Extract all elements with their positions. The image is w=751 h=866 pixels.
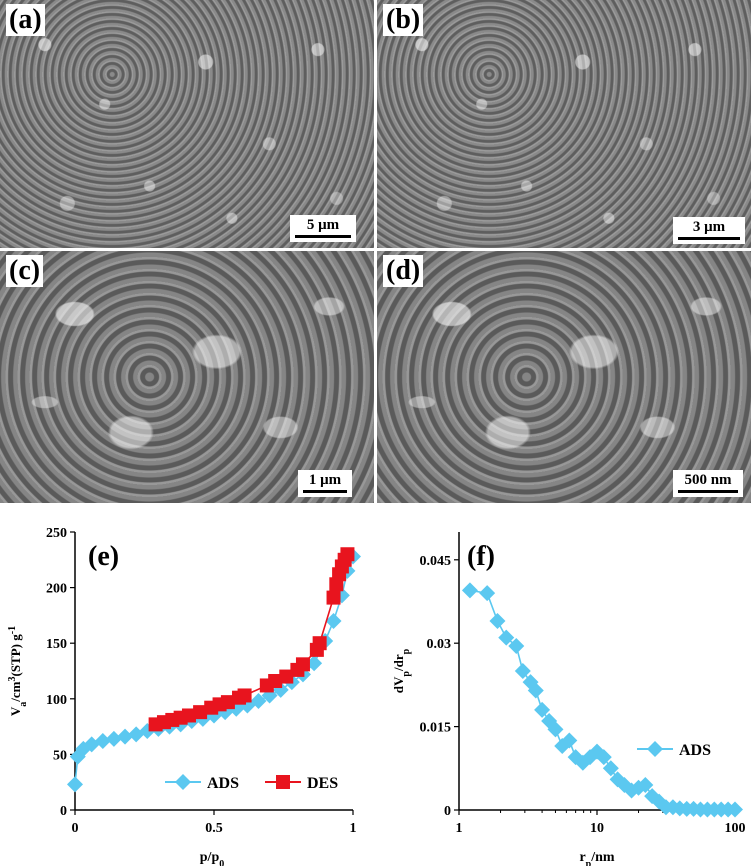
sem-image-c: (c) 1 μm — [0, 251, 374, 503]
data-point-des — [279, 669, 294, 684]
data-point-ads — [479, 585, 496, 602]
y-tick-label: 0 — [60, 804, 67, 819]
data-point-ads — [75, 740, 92, 757]
x-tick-label: 10 — [590, 821, 604, 836]
y-tick-label: 0 — [444, 804, 451, 819]
legend-marker-ads — [647, 741, 663, 757]
scale-bar-a: 5 μm — [290, 215, 356, 242]
data-point-ads — [139, 723, 156, 740]
data-point-ads — [83, 736, 100, 753]
data-point-ads — [250, 693, 267, 710]
data-point-ads — [561, 732, 578, 749]
y-axis-label-f: dVp/drp — [391, 648, 412, 693]
y-tick-label: 250 — [46, 526, 67, 541]
data-point-des — [268, 674, 283, 689]
data-point-des — [326, 590, 341, 605]
sem-image-a: (a) 5 μm — [0, 0, 374, 248]
data-point-ads — [574, 754, 591, 771]
x-axis-label-f: rp/nm — [579, 850, 614, 866]
panel-label-b: (b) — [383, 4, 424, 36]
data-point-ads — [534, 701, 551, 718]
data-point-ads — [637, 776, 654, 793]
scale-bar-d: 500 nm — [673, 470, 743, 497]
sem-image-d: (d) 500 nm — [377, 251, 751, 503]
series-line-ads — [469, 589, 735, 811]
y-tick-label: 0.045 — [420, 554, 452, 569]
y-tick-label: 150 — [46, 637, 67, 652]
scale-bar-b: 3 μm — [673, 217, 745, 244]
data-point-ads — [514, 663, 531, 679]
data-point-ads — [325, 612, 342, 629]
data-point-ads — [547, 721, 564, 738]
data-point-des — [295, 657, 310, 672]
data-point-des — [193, 705, 208, 720]
x-tick-label: 100 — [725, 821, 746, 836]
x-axis-label-e: p/p0 — [200, 850, 224, 866]
y-tick-label: 50 — [53, 748, 67, 763]
data-point-ads — [651, 793, 668, 810]
sem-image-b: (b) 3 μm — [377, 0, 751, 248]
y-axis-label-e: Va/cm3(STP) g-1 — [7, 626, 29, 716]
panel-label-d: (d) — [383, 255, 424, 287]
data-point-ads — [94, 733, 111, 750]
panel-label-c: (c) — [6, 255, 44, 287]
panel-label-e: (e) — [88, 541, 119, 572]
data-point-ads — [105, 730, 122, 747]
pore-distribution-chart: (f) dVp/drp rp/nm 0 0.015 0.03 0.045 1 10 100 A… — [391, 532, 746, 866]
data-point-ads — [595, 749, 612, 766]
data-point-des — [220, 695, 235, 710]
y-tick-label: 100 — [46, 693, 67, 708]
data-point-ads — [489, 612, 506, 629]
data-point-des — [237, 688, 252, 703]
data-point-ads — [306, 655, 323, 672]
legend-label-des: DES — [307, 775, 338, 792]
legend-label-ads: ADS — [679, 742, 711, 759]
data-point-des — [340, 547, 355, 562]
data-point-ads — [602, 760, 619, 777]
legend-marker-ads — [175, 774, 191, 790]
isotherm-chart: (e) Va/cm3(STP) g-1 p/p0 0 50 100 150 200 250… — [7, 526, 361, 866]
data-point-ads — [217, 704, 234, 721]
data-point-ads — [206, 707, 222, 724]
data-point-ads — [67, 776, 83, 793]
data-point-ads — [498, 629, 515, 646]
data-point-ads — [727, 801, 743, 818]
series-line-ads — [74, 556, 354, 785]
data-point-ads — [522, 674, 539, 691]
x-tick-label: 0.5 — [205, 821, 223, 836]
y-tick-label: 0.015 — [420, 721, 452, 736]
legend-label-ads: ADS — [207, 775, 239, 792]
data-point-ads — [508, 637, 525, 654]
data-point-des — [312, 636, 327, 651]
data-point-ads — [228, 700, 245, 717]
legend-marker-des — [276, 775, 290, 789]
x-tick-label: 1 — [456, 821, 463, 836]
data-point-ads — [609, 771, 626, 788]
data-point-ads — [117, 728, 134, 745]
panel-label-a: (a) — [6, 4, 45, 36]
data-point-ads — [527, 682, 544, 699]
x-tick-label: 1 — [350, 821, 357, 836]
data-point-ads — [261, 687, 278, 704]
data-point-des — [181, 708, 196, 723]
y-tick-label: 200 — [46, 582, 67, 597]
data-point-ads — [239, 697, 256, 714]
x-tick-label: 0 — [72, 821, 79, 836]
y-tick-label: 0.03 — [427, 637, 452, 652]
scale-bar-c: 1 μm — [298, 470, 352, 497]
data-point-ads — [272, 681, 289, 698]
data-point-ads — [461, 582, 478, 599]
panel-label-f: (f) — [467, 541, 495, 572]
